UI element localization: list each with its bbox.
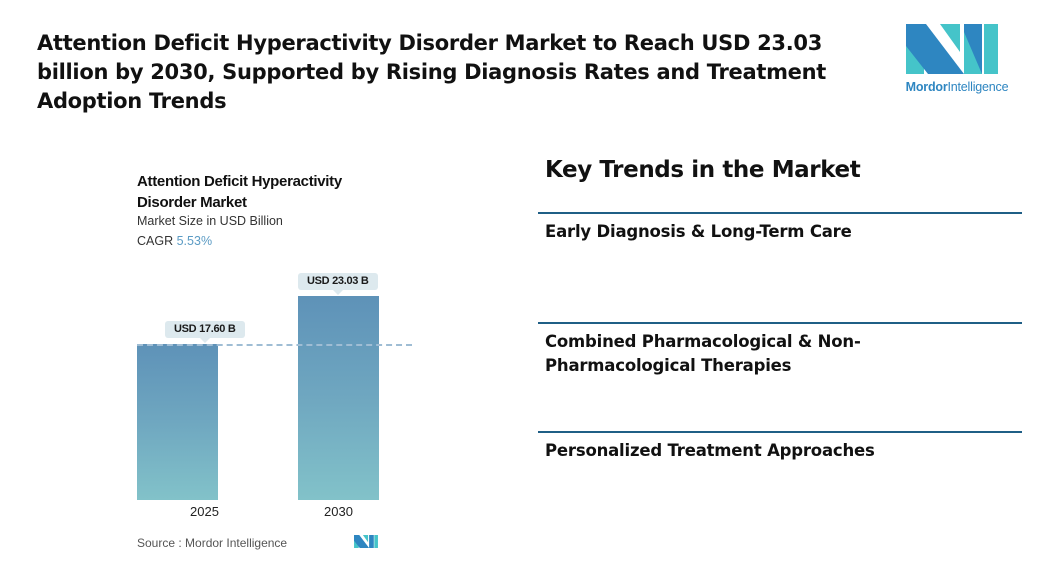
cagr-value: 5.53%: [176, 234, 213, 248]
trend-divider-1: [538, 212, 1022, 214]
bar-2030: [298, 296, 379, 500]
chart-title: Attention Deficit Hyperactivity Disorder…: [137, 173, 342, 211]
mordor-intelligence-logo-icon: [906, 24, 998, 74]
source-value: Mordor Intelligence: [185, 536, 288, 550]
x-label-2025: 2025: [190, 504, 219, 519]
chart-cagr: CAGR 5.53%: [137, 234, 212, 248]
trend-divider-2: [538, 322, 1022, 324]
logo-text-regular: Intelligence: [947, 80, 1009, 94]
chart-subtitle: Market Size in USD Billion: [137, 214, 283, 228]
key-trends-title: Key Trends in the Market: [545, 157, 861, 183]
cagr-label: CAGR: [137, 234, 174, 248]
source-note: Source : Mordor Intelligence: [137, 536, 287, 550]
logo-text-bold: Mordor: [905, 80, 948, 94]
bar-chart: USD 17.60 B USD 23.03 B: [130, 260, 420, 500]
trend-item-2: Combined Pharmacological & Non-Pharmacol…: [545, 332, 861, 375]
x-label-2030: 2030: [324, 504, 353, 519]
trend-item-1: Early Diagnosis & Long-Term Care: [545, 222, 852, 241]
source-label: Source :: [137, 536, 182, 550]
bar-2025: [137, 344, 218, 500]
page-headline: Attention Deficit Hyperactivity Disorder…: [37, 31, 826, 113]
logo-wordmark: MordorIntelligence: [898, 80, 1016, 94]
trend-divider-3: [538, 431, 1022, 433]
mordor-mini-logo-icon: [354, 535, 378, 548]
trend-item-3: Personalized Treatment Approaches: [545, 441, 875, 460]
bar-value-label-2030: USD 23.03 B: [298, 273, 378, 295]
bar-value-label-2025: USD 17.60 B: [165, 321, 245, 343]
reference-dashed-line: [137, 344, 412, 346]
mordor-intelligence-logo: MordorIntelligence: [898, 24, 1016, 96]
